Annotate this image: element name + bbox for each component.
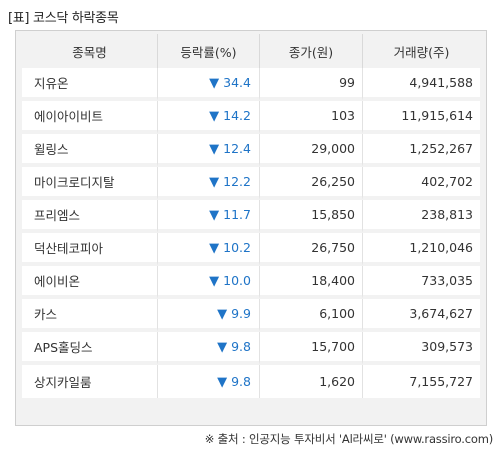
close-price: 15,850 bbox=[260, 200, 363, 233]
volume: 402,702 bbox=[363, 167, 480, 200]
volume: 11,915,614 bbox=[363, 101, 480, 134]
table-row: 윌링스 ▼ 12.4 29,000 1,252,267 bbox=[22, 134, 480, 167]
table-row: 에이비온 ▼ 10.0 18,400 733,035 bbox=[22, 266, 480, 299]
change-value: 34.4 bbox=[223, 74, 251, 90]
change-value: 9.8 bbox=[231, 338, 251, 354]
header-stock-name: 종목명 bbox=[22, 34, 158, 68]
volume: 733,035 bbox=[363, 266, 480, 299]
source-footnote: ※ 출처 : 인공지능 투자비서 'Al라씨로' (www.rassiro.co… bbox=[204, 432, 493, 446]
close-price: 26,250 bbox=[260, 167, 363, 200]
stock-name: 지유온 bbox=[22, 68, 158, 101]
down-arrow-icon: ▼ bbox=[217, 306, 228, 322]
change-value: 14.2 bbox=[223, 107, 251, 123]
header-change-rate: 등락률(%) bbox=[158, 34, 260, 68]
change-rate: ▼ 10.2 bbox=[158, 233, 260, 266]
table-row: 마이크로디지탈 ▼ 12.2 26,250 402,702 bbox=[22, 167, 480, 200]
change-rate: ▼ 12.2 bbox=[158, 167, 260, 200]
change-rate: ▼ 12.4 bbox=[158, 134, 260, 167]
change-rate: ▼ 14.2 bbox=[158, 101, 260, 134]
close-price: 26,750 bbox=[260, 233, 363, 266]
stock-name: 에이비온 bbox=[22, 266, 158, 299]
change-rate: ▼ 34.4 bbox=[158, 68, 260, 101]
stock-name: 에이아이비트 bbox=[22, 101, 158, 134]
table-row: 카스 ▼ 9.9 6,100 3,674,627 bbox=[22, 299, 480, 332]
change-value: 10.0 bbox=[223, 272, 251, 288]
volume: 4,941,588 bbox=[363, 68, 480, 101]
stock-name: 카스 bbox=[22, 299, 158, 332]
down-arrow-icon: ▼ bbox=[209, 240, 220, 256]
table-row: 상지카일룸 ▼ 9.8 1,620 7,155,727 bbox=[22, 365, 480, 398]
volume: 1,210,046 bbox=[363, 233, 480, 266]
volume: 1,252,267 bbox=[363, 134, 480, 167]
stock-name: 윌링스 bbox=[22, 134, 158, 167]
change-value: 10.2 bbox=[223, 239, 251, 255]
volume: 309,573 bbox=[363, 332, 480, 365]
change-rate: ▼ 9.8 bbox=[158, 332, 260, 365]
volume: 238,813 bbox=[363, 200, 480, 233]
close-price: 29,000 bbox=[260, 134, 363, 167]
down-arrow-icon: ▼ bbox=[217, 374, 228, 390]
table-row: 프리엠스 ▼ 11.7 15,850 238,813 bbox=[22, 200, 480, 233]
close-price: 15,700 bbox=[260, 332, 363, 365]
change-value: 9.8 bbox=[231, 373, 251, 389]
close-price: 18,400 bbox=[260, 266, 363, 299]
down-arrow-icon: ▼ bbox=[209, 273, 220, 289]
down-arrow-icon: ▼ bbox=[209, 141, 220, 157]
stock-name: APS홀딩스 bbox=[22, 332, 158, 365]
change-rate: ▼ 9.8 bbox=[158, 365, 260, 398]
header-row: 종목명 등락률(%) 종가(원) 거래량(주) bbox=[22, 34, 480, 68]
page-title: [표] 코스닥 하락종목 bbox=[8, 11, 119, 26]
volume: 7,155,727 bbox=[363, 365, 480, 398]
header-close-price: 종가(원) bbox=[260, 34, 363, 68]
down-arrow-icon: ▼ bbox=[209, 75, 220, 91]
down-arrow-icon: ▼ bbox=[209, 174, 220, 190]
table-row: APS홀딩스 ▼ 9.8 15,700 309,573 bbox=[22, 332, 480, 365]
change-value: 9.9 bbox=[231, 305, 251, 321]
close-price: 103 bbox=[260, 101, 363, 134]
declining-stocks-table: 종목명 등락률(%) 종가(원) 거래량(주) 지유온 ▼ 34.4 99 4,9… bbox=[15, 30, 487, 426]
stock-name: 상지카일룸 bbox=[22, 365, 158, 398]
table-row: 에이아이비트 ▼ 14.2 103 11,915,614 bbox=[22, 101, 480, 134]
change-rate: ▼ 11.7 bbox=[158, 200, 260, 233]
change-rate: ▼ 10.0 bbox=[158, 266, 260, 299]
change-value: 11.7 bbox=[223, 206, 251, 222]
stock-name: 프리엠스 bbox=[22, 200, 158, 233]
down-arrow-icon: ▼ bbox=[209, 207, 220, 223]
stock-table: 종목명 등락률(%) 종가(원) 거래량(주) 지유온 ▼ 34.4 99 4,9… bbox=[22, 34, 480, 398]
close-price: 6,100 bbox=[260, 299, 363, 332]
down-arrow-icon: ▼ bbox=[217, 339, 228, 355]
close-price: 1,620 bbox=[260, 365, 363, 398]
change-rate: ▼ 9.9 bbox=[158, 299, 260, 332]
table-row: 지유온 ▼ 34.4 99 4,941,588 bbox=[22, 68, 480, 101]
change-value: 12.2 bbox=[223, 173, 251, 189]
close-price: 99 bbox=[260, 68, 363, 101]
volume: 3,674,627 bbox=[363, 299, 480, 332]
stock-name: 덕산테코피아 bbox=[22, 233, 158, 266]
header-volume: 거래량(주) bbox=[363, 34, 480, 68]
change-value: 12.4 bbox=[223, 140, 251, 156]
table-row: 덕산테코피아 ▼ 10.2 26,750 1,210,046 bbox=[22, 233, 480, 266]
down-arrow-icon: ▼ bbox=[209, 108, 220, 124]
stock-name: 마이크로디지탈 bbox=[22, 167, 158, 200]
